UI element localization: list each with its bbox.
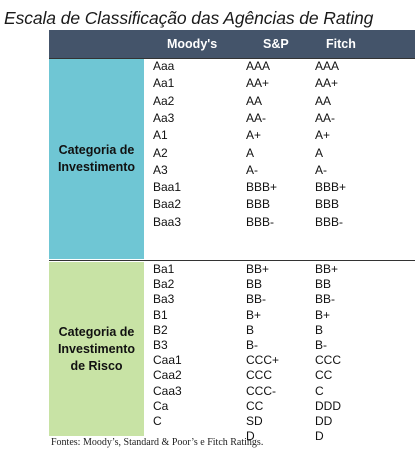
- cell-fitch: BB-: [315, 292, 336, 307]
- cell-moodys: A2: [153, 145, 168, 160]
- cell-sp: B+: [246, 307, 262, 322]
- category-investment-grade-label: Categoria de Investimento: [57, 143, 136, 174]
- cell-fitch: C: [315, 383, 324, 398]
- cell-moodys: Caa1: [153, 353, 182, 368]
- cell-sp: AAA: [246, 59, 271, 73]
- cell-moodys: B1: [153, 307, 168, 322]
- cell-sp: BB+: [246, 262, 270, 276]
- cell-fitch: CCC: [315, 353, 341, 368]
- header-moodys: Moody's: [167, 37, 218, 51]
- cell-sp: D: [246, 429, 255, 444]
- table-header-row: Moody's S&P Fitch: [49, 30, 415, 58]
- cell-moodys: Caa3: [153, 383, 182, 398]
- cell-fitch: AA-: [315, 110, 336, 125]
- cell-fitch: AA: [315, 93, 332, 108]
- cell-sp: CCC: [246, 368, 272, 383]
- cell-sp: CC: [246, 398, 264, 413]
- cell-fitch: DD: [315, 414, 333, 428]
- cell-fitch: BBB-: [315, 214, 344, 229]
- cell-fitch: B-: [315, 338, 327, 352]
- cell-moodys: B2: [153, 322, 168, 337]
- cell-sp: AA-: [246, 110, 267, 125]
- cell-sp: BB-: [246, 292, 267, 307]
- cell-moodys: Aaa: [153, 59, 175, 73]
- page-title: Escala de Classificação das Agências de …: [4, 8, 374, 28]
- cell-fitch: BBB: [315, 197, 340, 212]
- cell-sp: BB: [246, 277, 263, 292]
- cell-fitch: BBB+: [315, 180, 347, 195]
- cell-moodys: C: [153, 414, 162, 428]
- cell-fitch: DDD: [315, 398, 341, 413]
- cell-fitch: B: [315, 322, 324, 337]
- cell-sp: A+: [246, 128, 262, 143]
- cell-moodys: Aa3: [153, 110, 175, 125]
- header-sp: S&P: [263, 37, 289, 51]
- cell-fitch: D: [315, 429, 324, 444]
- rating-scale-table: Moody's S&P Fitch Categoria de Investime…: [49, 30, 415, 443]
- cell-moodys: Ba1: [153, 262, 175, 276]
- cell-sp: A: [246, 145, 255, 160]
- category-speculative-grade-label: Categoria de Investimento de Risco: [57, 324, 136, 373]
- cell-sp: BBB-: [246, 214, 275, 229]
- cell-moodys: Ca: [153, 398, 169, 413]
- cell-moodys: Aa2: [153, 93, 175, 108]
- cell-sp: B-: [246, 338, 258, 352]
- cell-moodys: B3: [153, 338, 168, 352]
- cell-sp: A-: [246, 162, 258, 177]
- source-footnote: Fontes: Moody’s, Standard & Poor’s e Fit…: [51, 437, 264, 448]
- cell-sp: BBB+: [246, 180, 278, 195]
- cell-moodys: Baa1: [153, 180, 182, 195]
- cell-fitch: A+: [315, 128, 331, 143]
- cell-sp: B: [246, 322, 255, 337]
- cell-sp: CCC+: [246, 353, 280, 368]
- cell-fitch: A-: [315, 162, 327, 177]
- cell-sp: BBB: [246, 197, 271, 212]
- group-divider: [49, 260, 415, 261]
- cell-fitch: AAA: [315, 59, 340, 73]
- cell-moodys: Caa2: [153, 368, 182, 383]
- cell-sp: AA+: [246, 76, 270, 91]
- header-divider: [49, 58, 415, 59]
- cell-moodys: A1: [153, 128, 168, 143]
- cell-moodys: Baa3: [153, 214, 182, 229]
- cell-sp: SD: [246, 414, 263, 428]
- cell-moodys: Aa1: [153, 76, 175, 91]
- cell-fitch: CC: [315, 368, 333, 383]
- cell-fitch: BB: [315, 277, 332, 292]
- cell-fitch: A: [315, 145, 324, 160]
- cell-moodys: Ba3: [153, 292, 175, 307]
- cell-moodys: A3: [153, 162, 168, 177]
- cell-fitch: AA+: [315, 76, 339, 91]
- category-speculative-grade: Categoria de Investimento de Risco: [49, 262, 144, 436]
- header-fitch: Fitch: [326, 37, 356, 51]
- category-investment-grade: Categoria de Investimento: [49, 59, 144, 259]
- cell-moodys: Ba2: [153, 277, 175, 292]
- cell-sp: CCC-: [246, 383, 276, 398]
- cell-moodys: Baa2: [153, 197, 182, 212]
- cell-sp: AA: [246, 93, 263, 108]
- cell-fitch: BB+: [315, 262, 339, 276]
- cell-fitch: B+: [315, 307, 331, 322]
